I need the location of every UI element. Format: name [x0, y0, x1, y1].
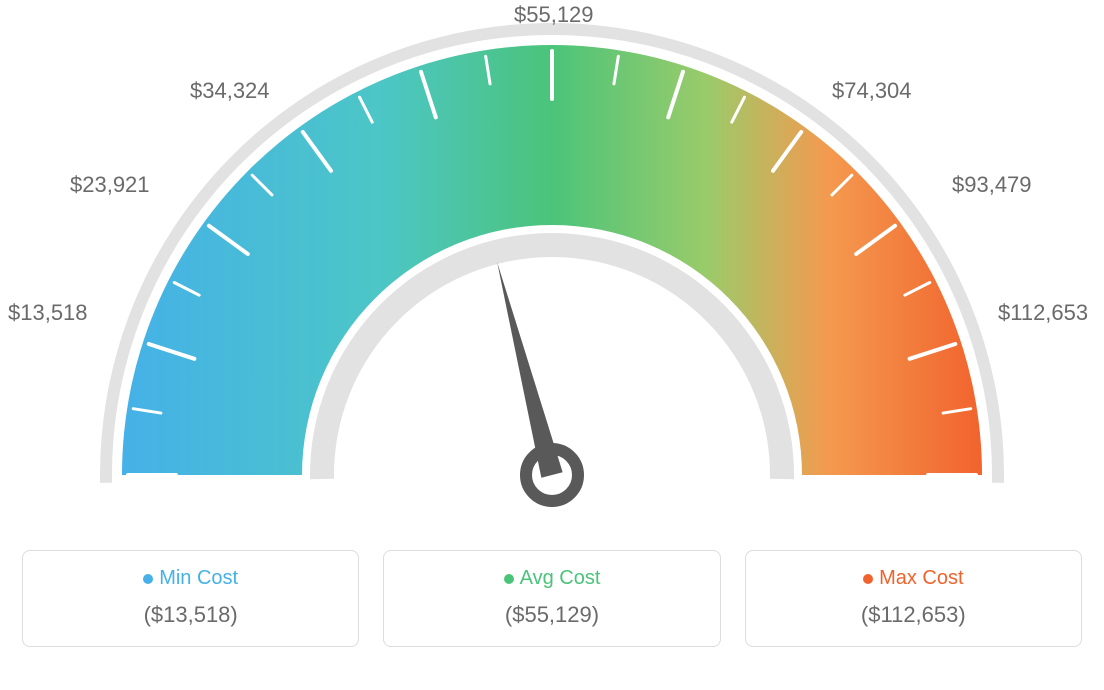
legend-title-min: Min Cost — [33, 567, 348, 590]
legend-max-value: ($112,653) — [756, 602, 1071, 628]
gauge-tick-label: $74,304 — [832, 78, 912, 104]
gauge-tick-label: $55,129 — [514, 2, 594, 28]
legend-title-avg: Avg Cost — [394, 567, 709, 590]
gauge-tick-label: $13,518 — [8, 300, 88, 326]
legend-avg-value: ($55,129) — [394, 602, 709, 628]
legend-avg-label: Avg Cost — [520, 567, 601, 589]
legend-card-min: Min Cost ($13,518) — [22, 550, 359, 647]
legend-title-max: Max Cost — [756, 567, 1071, 590]
gauge-tick-label: $23,921 — [70, 172, 150, 198]
dot-min-icon — [143, 574, 153, 584]
legend-min-label: Min Cost — [159, 567, 238, 589]
gauge-chart: $13,518 $23,921 $34,324 $55,129 $74,304 $93,4… — [0, 0, 1104, 540]
dot-avg-icon — [504, 574, 514, 584]
gauge-svg — [0, 0, 1104, 540]
legend-card-avg: Avg Cost ($55,129) — [383, 550, 720, 647]
dot-max-icon — [863, 574, 873, 584]
legend-max-label: Max Cost — [879, 567, 963, 589]
gauge-tick-label: $112,653 — [998, 300, 1088, 326]
gauge-tick-label: $93,479 — [952, 172, 1032, 198]
gauge-tick-label: $34,324 — [190, 78, 270, 104]
legend-min-value: ($13,518) — [33, 602, 348, 628]
legend-row: Min Cost ($13,518) Avg Cost ($55,129) Ma… — [0, 550, 1104, 647]
legend-card-max: Max Cost ($112,653) — [745, 550, 1082, 647]
